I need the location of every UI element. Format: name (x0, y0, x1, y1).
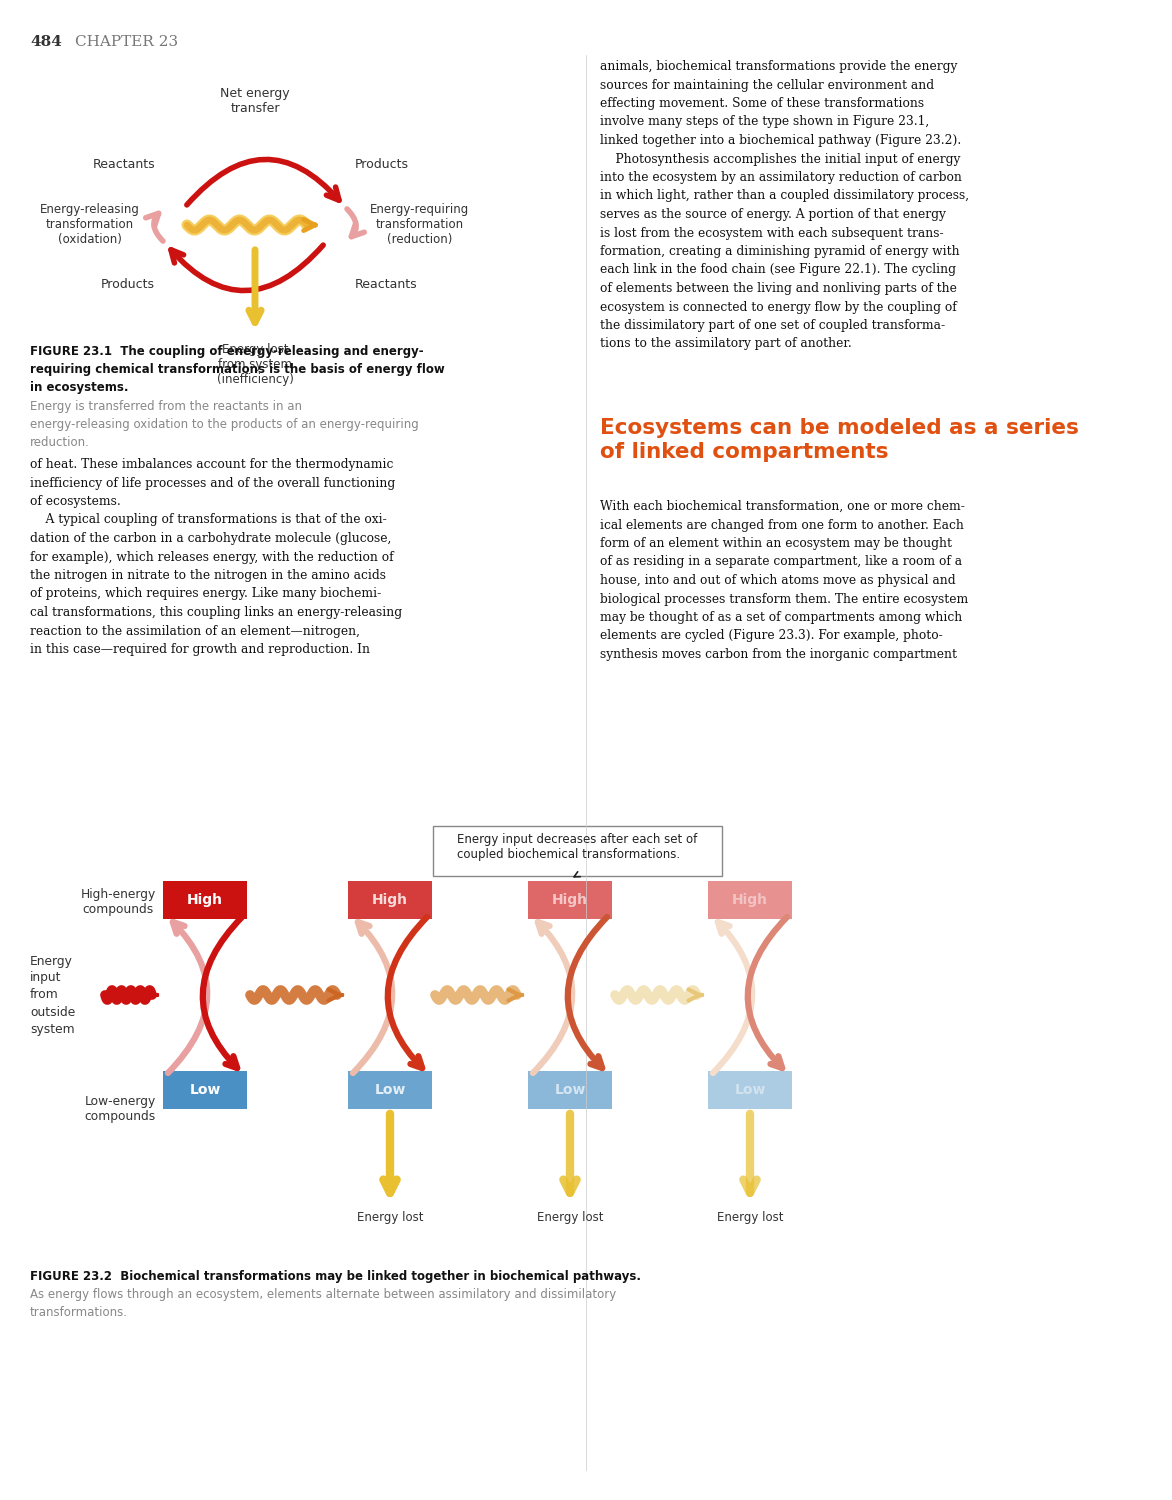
Text: Low: Low (735, 1083, 765, 1096)
Text: Energy input decreases after each set of
coupled biochemical transformations.: Energy input decreases after each set of… (457, 833, 697, 861)
Text: Energy lost: Energy lost (356, 1210, 423, 1224)
Text: As energy flows through an ecosystem, elements alternate between assimilatory an: As energy flows through an ecosystem, el… (30, 1288, 616, 1318)
Text: Low-energy
compounds: Low-energy compounds (84, 1095, 156, 1124)
Text: Net energy
transfer: Net energy transfer (220, 87, 289, 116)
Text: Energy-requiring
transformation
(reduction): Energy-requiring transformation (reducti… (370, 204, 469, 246)
Text: Energy lost: Energy lost (717, 1210, 783, 1224)
Text: of heat. These imbalances account for the thermodynamic
inefficiency of life pro: of heat. These imbalances account for th… (30, 458, 402, 656)
Text: Products: Products (355, 159, 409, 171)
Text: CHAPTER 23: CHAPTER 23 (75, 34, 178, 50)
Text: 484: 484 (30, 34, 62, 50)
Text: Low: Low (554, 1083, 586, 1096)
Text: Reactants: Reactants (355, 279, 417, 291)
Text: Energy
input
from
outside
system: Energy input from outside system (30, 954, 75, 1035)
Text: With each biochemical transformation, one or more chem-
ical elements are change: With each biochemical transformation, on… (600, 500, 968, 662)
FancyBboxPatch shape (163, 1071, 247, 1108)
Text: FIGURE 23.1  The coupling of energy-releasing and energy-
requiring chemical tra: FIGURE 23.1 The coupling of energy-relea… (30, 345, 444, 394)
Text: High: High (552, 892, 588, 908)
FancyBboxPatch shape (529, 1071, 612, 1108)
Text: Energy is transferred from the reactants in an
energy-releasing oxidation to the: Energy is transferred from the reactants… (30, 400, 418, 448)
Text: Energy-releasing
transformation
(oxidation): Energy-releasing transformation (oxidati… (40, 204, 139, 246)
Text: Energy lost
from system
(inefficiency): Energy lost from system (inefficiency) (217, 344, 293, 386)
Text: FIGURE 23.2  Biochemical transformations may be linked together in biochemical p: FIGURE 23.2 Biochemical transformations … (30, 1270, 641, 1282)
FancyBboxPatch shape (432, 827, 722, 876)
FancyBboxPatch shape (163, 880, 247, 920)
Text: Energy lost: Energy lost (537, 1210, 604, 1224)
Text: High: High (732, 892, 768, 908)
Text: Reactants: Reactants (93, 159, 155, 171)
Text: High: High (188, 892, 223, 908)
FancyBboxPatch shape (529, 880, 612, 920)
Text: High-energy
compounds: High-energy compounds (81, 888, 156, 916)
FancyBboxPatch shape (348, 880, 432, 920)
FancyBboxPatch shape (708, 1071, 792, 1108)
Text: animals, biochemical transformations provide the energy
sources for maintaining : animals, biochemical transformations pro… (600, 60, 969, 351)
FancyBboxPatch shape (348, 1071, 432, 1108)
Text: Low: Low (374, 1083, 406, 1096)
Text: Ecosystems can be modeled as a series
of linked compartments: Ecosystems can be modeled as a series of… (600, 419, 1079, 462)
Text: High: High (372, 892, 408, 908)
FancyBboxPatch shape (708, 880, 792, 920)
Text: Low: Low (190, 1083, 220, 1096)
Text: Products: Products (101, 279, 155, 291)
